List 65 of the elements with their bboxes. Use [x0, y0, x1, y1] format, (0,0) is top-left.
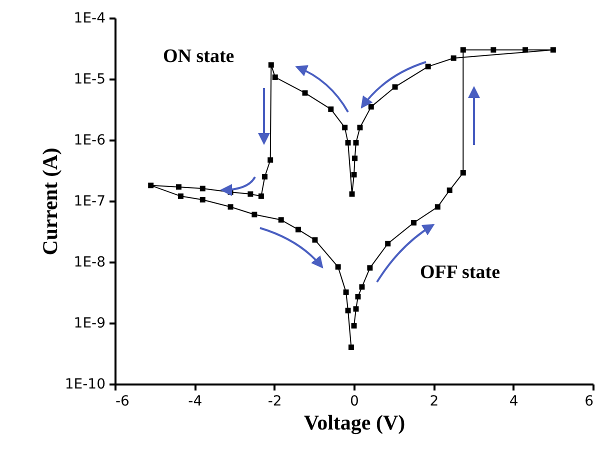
point: [425, 64, 431, 70]
x-tick-label: -6: [116, 394, 130, 410]
point: [302, 90, 308, 96]
point: [272, 74, 278, 80]
point: [268, 62, 274, 68]
y-axis-title: Current (A): [38, 148, 62, 256]
point: [312, 237, 318, 243]
point: [446, 188, 452, 193]
point: [490, 47, 496, 53]
x-tick-label: 2: [430, 394, 439, 410]
point: [351, 172, 357, 178]
point: [357, 124, 363, 130]
point: [351, 323, 357, 329]
point: [345, 308, 351, 314]
x-tick-label: -2: [268, 394, 282, 410]
y-tick-label: 1E-8: [74, 254, 106, 270]
x-axis-title: Voltage (V): [304, 410, 406, 434]
point: [343, 289, 349, 295]
x-tick-label: 4: [509, 394, 518, 410]
point: [355, 294, 361, 300]
y-tick-label: 1E-10: [64, 376, 106, 392]
annotation: ON state: [163, 46, 234, 68]
y-tick-label: 1E-5: [74, 72, 106, 88]
point: [295, 226, 301, 232]
point: [460, 47, 466, 53]
point: [352, 156, 358, 162]
point: [348, 344, 354, 350]
point: [342, 124, 348, 130]
y-tick-label: 1E-7: [74, 194, 106, 210]
point: [278, 217, 284, 223]
point: [228, 204, 234, 210]
point: [200, 196, 206, 202]
y-tick-label: 1E-9: [74, 316, 106, 332]
x-tick-label: -4: [188, 394, 202, 410]
point: [411, 220, 416, 226]
point: [200, 186, 206, 192]
point: [268, 157, 274, 163]
point: [176, 184, 182, 190]
annotation: OFF state: [420, 262, 500, 284]
point: [353, 140, 359, 146]
point: [335, 264, 341, 270]
point: [392, 84, 398, 90]
point: [450, 55, 456, 61]
point: [359, 284, 365, 290]
point: [385, 240, 391, 246]
point: [252, 212, 258, 218]
x-tick-label: 6: [584, 394, 594, 410]
point: [460, 170, 466, 176]
point: [550, 47, 556, 53]
point: [248, 191, 254, 197]
point: [148, 182, 154, 188]
point: [368, 104, 374, 110]
y-tick-label: 1E-4: [74, 10, 106, 26]
x-tick-label: 0: [350, 394, 359, 410]
point: [522, 47, 528, 53]
point: [345, 140, 351, 146]
point: [353, 306, 359, 312]
point: [434, 204, 440, 210]
point: [367, 265, 373, 271]
point: [262, 174, 268, 180]
point: [328, 106, 334, 112]
point: [349, 191, 355, 197]
point: [178, 193, 184, 199]
point: [258, 193, 264, 199]
y-tick-label: 1E-6: [74, 132, 106, 148]
